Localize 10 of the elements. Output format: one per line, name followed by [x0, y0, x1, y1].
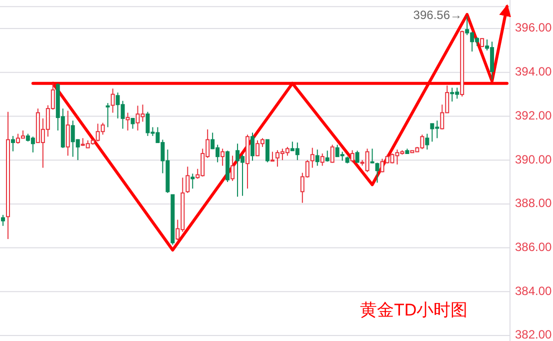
y-tick-label: 396.00	[515, 20, 552, 35]
y-tick-label: 388.00	[515, 196, 552, 210]
y-tick-label: 384.00	[515, 284, 552, 298]
text: 黄金TD小时图	[360, 300, 468, 320]
annotation: 396.56→	[413, 8, 462, 22]
y-tick-label: 390.00	[515, 152, 552, 166]
y-tick-label: 382.00	[515, 328, 552, 341]
y-tick-label: 386.00	[515, 240, 552, 254]
y-tick-label: 392.00	[515, 108, 552, 122]
y-tick-label: 394.00	[515, 64, 552, 79]
